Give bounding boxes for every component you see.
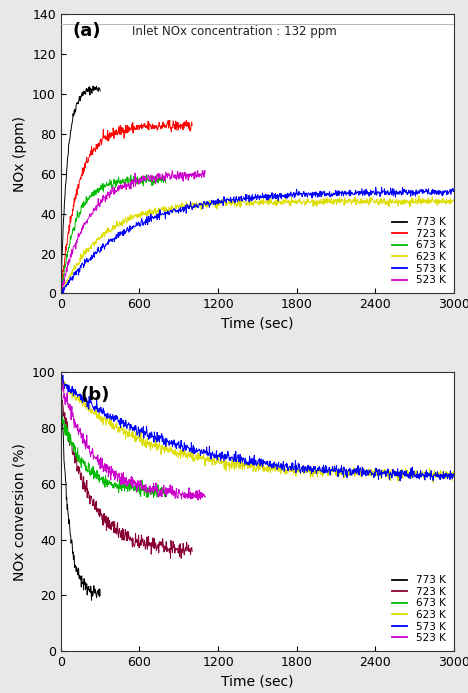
Text: Inlet NOx concentration : 132 ppm: Inlet NOx concentration : 132 ppm [132, 25, 336, 38]
Y-axis label: NOx (ppm): NOx (ppm) [13, 116, 27, 192]
Legend: 773 K, 723 K, 673 K, 623 K, 573 K, 523 K: 773 K, 723 K, 673 K, 623 K, 573 K, 523 K [388, 572, 449, 646]
X-axis label: Time (sec): Time (sec) [221, 675, 293, 689]
Text: (a): (a) [73, 22, 101, 40]
Y-axis label: NOx conversion (%): NOx conversion (%) [13, 443, 27, 581]
X-axis label: Time (sec): Time (sec) [221, 317, 293, 331]
Text: (b): (b) [80, 386, 110, 404]
Legend: 773 K, 723 K, 673 K, 623 K, 573 K, 523 K: 773 K, 723 K, 673 K, 623 K, 573 K, 523 K [388, 214, 449, 288]
